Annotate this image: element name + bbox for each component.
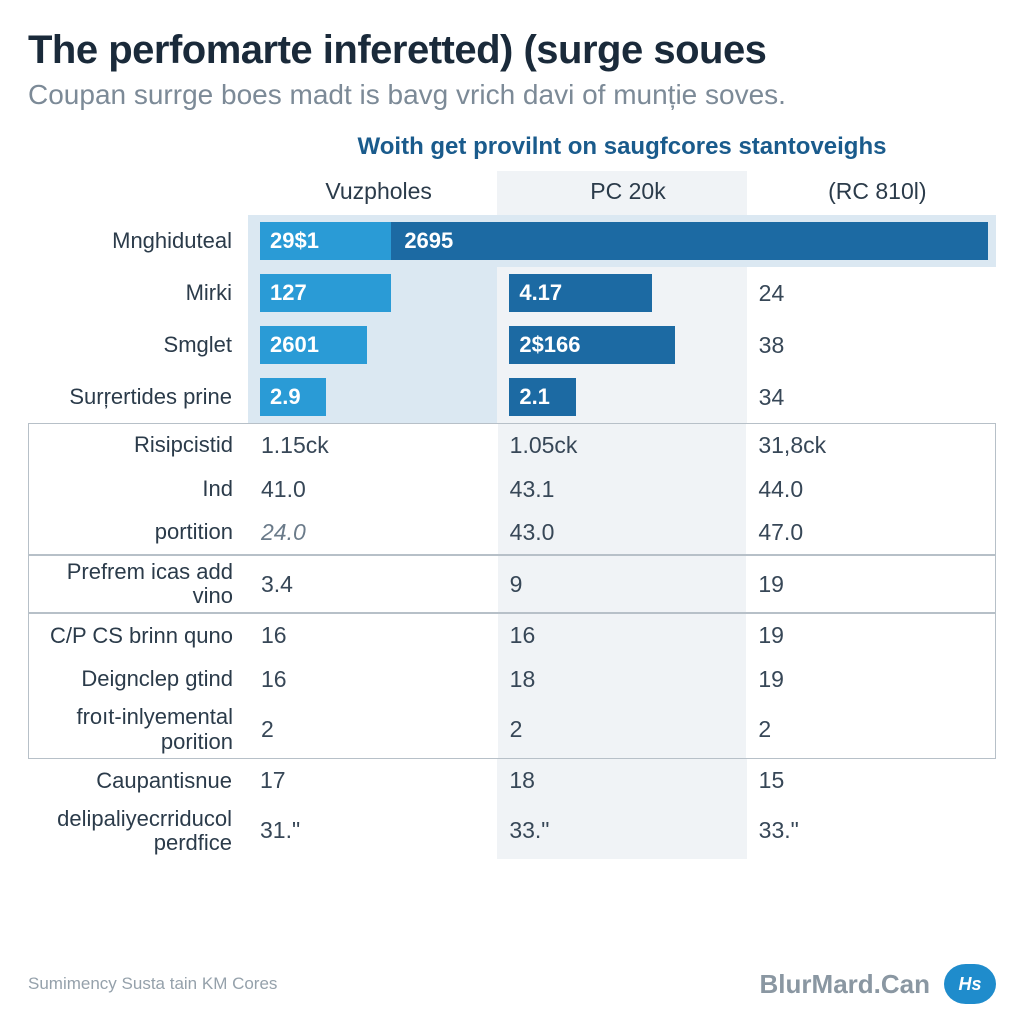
table-cell: 9: [498, 556, 747, 612]
table-cell: 19: [746, 614, 995, 657]
column-header: PC 20k: [497, 171, 746, 215]
bar-cell: 34: [747, 371, 996, 423]
bar-row: Surŗertides prine 2.9 2.1 34: [28, 371, 996, 423]
row-label: C/P CS brinn quno: [29, 614, 249, 657]
table-cell: 31,8ck: [746, 424, 995, 467]
table-cell: 31.": [248, 803, 497, 859]
table-cell: 18: [498, 657, 747, 701]
bar-span-area: 29$12695: [248, 215, 996, 267]
table-cell: 24.0: [249, 511, 498, 554]
column-header: (RC 810l): [747, 171, 996, 215]
table-cell: 44.0: [746, 467, 995, 511]
bar-row: Mnghiduteal 29$12695: [28, 215, 996, 267]
table-cell: 1.15ck: [249, 424, 498, 467]
bar-cell: 2.9: [248, 371, 497, 423]
row-label: Ind: [29, 467, 249, 511]
bar-cell: 38: [747, 319, 996, 371]
table-cell: 33.": [747, 803, 996, 859]
table-cell: 2: [249, 701, 498, 757]
brand-logo-icon: Hs: [944, 964, 996, 1004]
row-label: Risipcistid: [29, 424, 249, 467]
comparison-grid: Vuzpholes PC 20k (RC 810l) Mnghiduteal29…: [28, 171, 996, 859]
footer-credit: Sumimency Susta tain KM Cores: [28, 974, 277, 994]
table-cell: 19: [746, 657, 995, 701]
table-row: delipaliyecrriducol perdfice31."33."33.": [28, 803, 996, 859]
table-cell: 16: [249, 657, 498, 701]
bar-segment: 2.1: [509, 378, 575, 416]
bar-segment: 127: [260, 274, 391, 312]
bar-segment: 2.9: [260, 378, 326, 416]
bar-cell: 24: [747, 267, 996, 319]
table-row: Risipcistid1.15ck1.05ck31,8ck: [28, 423, 996, 467]
table-cell: 41.0: [249, 467, 498, 511]
table-cell: 2: [746, 701, 995, 757]
table-row: froıt-inlyemental porition222: [28, 701, 996, 758]
column-header: Vuzpholes: [248, 171, 497, 215]
row-label: Surŗertides prine: [28, 371, 248, 423]
table-row: Prefrem icas add vino3.4919: [28, 555, 996, 613]
footer: Sumimency Susta tain KM Cores BlurMard.C…: [28, 964, 996, 1004]
bar-cell: 2601: [248, 319, 497, 371]
table-cell: 16: [498, 614, 747, 657]
table-row: Caupantisnue171815: [28, 759, 996, 803]
row-label: froıt-inlyemental porition: [29, 701, 249, 757]
brand-text: BlurMard.Can: [760, 969, 930, 1000]
table-cell: 18: [497, 759, 746, 803]
row-label: Caupantisnue: [28, 759, 248, 803]
table-cell: 19: [746, 556, 995, 612]
row-label: portition: [29, 511, 249, 554]
row-label: Prefrem icas add vino: [29, 556, 249, 612]
bar-cell: 2.1: [497, 371, 746, 423]
table-row: Ind41.043.144.0: [28, 467, 996, 511]
table-cell: 16: [249, 614, 498, 657]
table-cell: 2: [498, 701, 747, 757]
bar-segment: 2$166: [509, 326, 675, 364]
page-subtitle: Coupan surrge boes madt is bavg vrich da…: [28, 79, 996, 111]
table-cell: 47.0: [746, 511, 995, 554]
table-cell: 15: [747, 759, 996, 803]
bar-cell: 4.17: [497, 267, 746, 319]
bar-row: Mirki 127 4.17 24: [28, 267, 996, 319]
table-row: Deignclep gtind161819: [28, 657, 996, 701]
table-cell: 3.4: [249, 556, 498, 612]
bar-segment: 2601: [260, 326, 367, 364]
table-cell: 1.05ck: [498, 424, 747, 467]
bar-segment: 4.17: [509, 274, 651, 312]
table-cell: 43.0: [498, 511, 747, 554]
column-header-row: Vuzpholes PC 20k (RC 810l): [28, 171, 996, 215]
bar-segment: 29$12695: [260, 222, 988, 260]
table-row: portition24.043.047.0: [28, 511, 996, 555]
page-title: The perfomarte inferetted) (surge soues: [28, 28, 996, 73]
row-label: Mnghiduteal: [28, 215, 248, 267]
bar-cell: 2$166: [497, 319, 746, 371]
row-label: Smglet: [28, 319, 248, 371]
table-cell: 33.": [497, 803, 746, 859]
table-row: C/P CS brinn quno161619: [28, 613, 996, 657]
row-label: Mirki: [28, 267, 248, 319]
row-label: Deignclep gtind: [29, 657, 249, 701]
bar-cell: 127: [248, 267, 497, 319]
chart-heading: Woith get provilnt on saugfcores stantov…: [248, 133, 996, 161]
row-label: delipaliyecrriducol perdfice: [28, 803, 248, 859]
table-cell: 17: [248, 759, 497, 803]
bar-row: Smglet 2601 2$166 38: [28, 319, 996, 371]
table-cell: 43.1: [498, 467, 747, 511]
